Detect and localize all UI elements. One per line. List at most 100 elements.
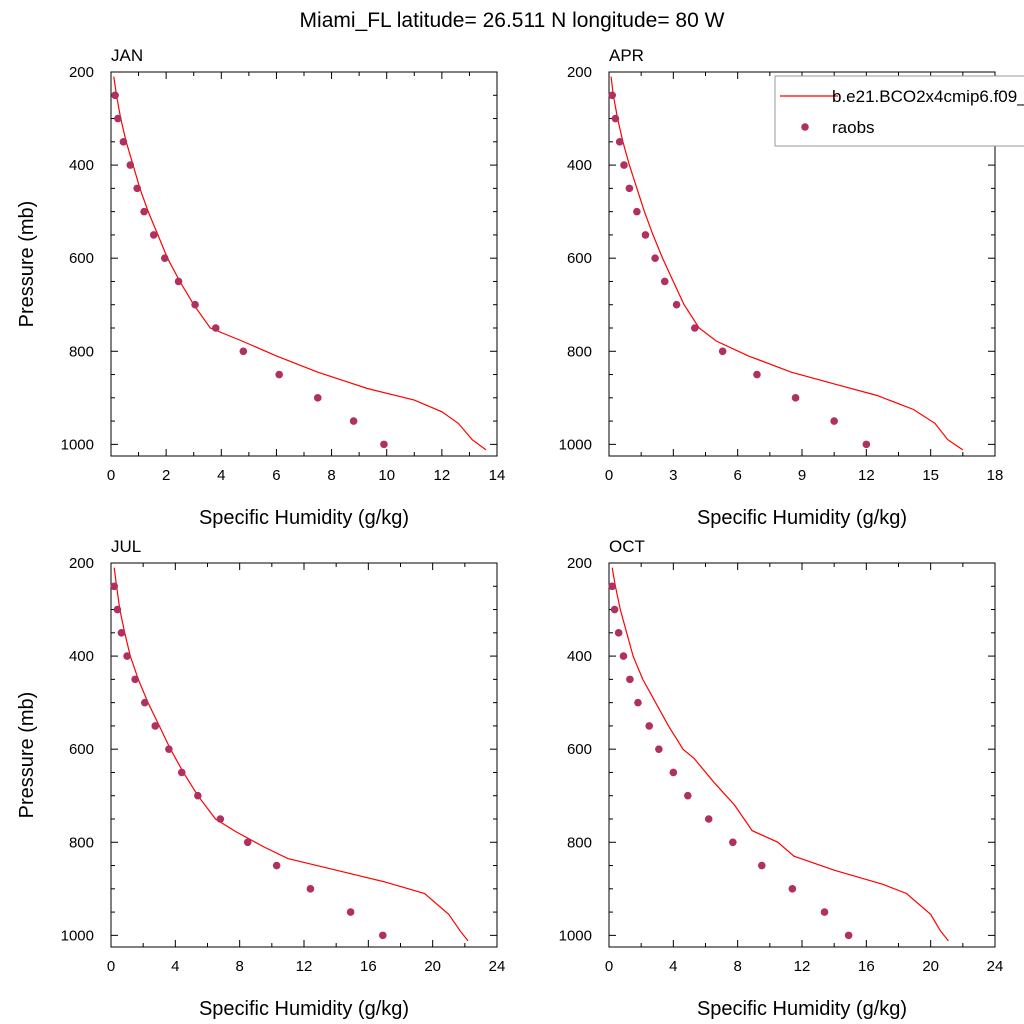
panel-jul: 0 4 8 12 16 20 24 200 400 600 800 1000 JUL Specific H… <box>16 537 505 1020</box>
raobs-point <box>788 885 797 893</box>
raobs-point <box>110 582 119 591</box>
raobs-point <box>140 207 148 216</box>
y-tick-label: 400 <box>567 157 592 174</box>
panel-label: JUL <box>111 537 141 556</box>
raobs-point <box>669 768 678 777</box>
raobs-point <box>194 791 202 800</box>
raobs-point <box>830 417 838 425</box>
raobs-point <box>651 254 659 262</box>
x-axis-label: Specific Humidity (g/kg) <box>697 998 907 1020</box>
raobs-point <box>704 815 713 823</box>
raobs-point <box>608 582 617 591</box>
x-tick-label: 16 <box>360 958 377 975</box>
raobs-point <box>160 254 169 262</box>
raobs-point <box>619 652 628 660</box>
x-tick-label: 4 <box>171 958 179 975</box>
x-tick-label: 8 <box>327 467 335 484</box>
x-tick-label: 0 <box>107 958 115 975</box>
x-tick-label: 12 <box>296 958 313 975</box>
y-tick-label: 600 <box>567 741 592 758</box>
raobs-point <box>313 394 322 402</box>
legend: b.e21.BCO2x4cmip6.f09_g17 raobs <box>774 75 1024 147</box>
raobs-point <box>239 347 248 356</box>
x-tick-label: 4 <box>669 958 677 975</box>
x-axis-label: Specific Humidity (g/kg) <box>697 507 907 529</box>
x-tick-label: 2 <box>162 467 170 484</box>
raobs-point <box>660 277 669 286</box>
x-tick-label: 16 <box>858 958 875 975</box>
x-tick-label: 6 <box>733 467 741 484</box>
raobs-point <box>684 791 692 800</box>
plot-frame <box>110 71 498 457</box>
raobs-point <box>346 908 355 916</box>
x-tick-label: 12 <box>858 467 875 484</box>
panel-label: APR <box>609 46 644 65</box>
y-tick-label: 400 <box>69 157 94 174</box>
panel-apr: 0 3 6 9 12 15 18 200 400 600 800 1000 APR Specific Hu… <box>559 46 1004 529</box>
legend-obs-marker-swatch <box>801 123 809 131</box>
raobs-point <box>757 861 766 870</box>
y-tick-label: 400 <box>69 648 94 665</box>
raobs-point <box>753 370 761 379</box>
raobs-point <box>272 861 281 870</box>
x-tick-label: 4 <box>217 467 225 484</box>
x-axis-label: Specific Humidity (g/kg) <box>199 507 409 529</box>
y-tick-label: 800 <box>567 343 592 360</box>
raobs-point <box>608 91 617 100</box>
y-tick-label: 1000 <box>559 436 592 453</box>
panel-jan: 0 2 4 6 8 10 12 14 200 400 600 800 1000 JAN Specific H… <box>16 46 505 529</box>
raobs-point <box>149 231 158 239</box>
x-tick-label: 0 <box>605 958 613 975</box>
raobs-point <box>177 768 186 777</box>
panel-oct: 0 4 8 12 16 20 24 200 400 600 800 1000 OCT Specific H… <box>559 537 1004 1020</box>
x-tick-label: 0 <box>605 467 613 484</box>
model-profile-line <box>610 76 964 451</box>
raobs-point <box>114 114 122 123</box>
raobs-point <box>216 815 225 823</box>
y-axis-label: Pressure (mb) <box>16 201 38 328</box>
y-tick-label: 1000 <box>61 436 94 453</box>
x-tick-label: 24 <box>489 958 506 975</box>
x-tick-label: 12 <box>794 958 811 975</box>
x-tick-label: 3 <box>669 467 677 484</box>
raobs-point <box>140 698 149 707</box>
raobs-point <box>626 675 634 684</box>
raobs-point <box>113 605 122 614</box>
raobs-point <box>131 675 139 684</box>
x-tick-label: 24 <box>987 958 1004 975</box>
figure-title: Miami_FL latitude= 26.511 N longitude= 8… <box>300 9 725 32</box>
raobs-point <box>133 184 141 193</box>
raobs-point <box>620 161 628 169</box>
raobs-point <box>791 394 800 402</box>
raobs-point <box>380 440 388 449</box>
y-tick-label: 200 <box>69 555 94 572</box>
y-tick-label: 400 <box>567 648 592 665</box>
x-tick-label: 9 <box>798 467 806 484</box>
raobs-point <box>615 138 624 146</box>
x-tick-label: 0 <box>107 467 115 484</box>
y-tick-label: 200 <box>69 64 94 81</box>
plot-frame <box>110 562 498 948</box>
legend-box <box>774 75 1024 147</box>
x-tick-label: 8 <box>733 958 741 975</box>
raobs-point <box>672 300 681 309</box>
plot-frame <box>608 562 996 948</box>
raobs-point <box>123 652 131 660</box>
x-tick-label: 6 <box>272 467 280 484</box>
raobs-point <box>641 231 650 239</box>
y-tick-label: 600 <box>567 250 592 267</box>
raobs-point <box>645 722 654 730</box>
x-tick-label: 10 <box>378 467 395 484</box>
y-tick-label: 800 <box>69 834 94 851</box>
panel-label: OCT <box>609 537 645 556</box>
raobs-point <box>379 931 387 940</box>
x-tick-label: 20 <box>922 958 939 975</box>
raobs-point <box>165 745 173 753</box>
y-tick-label: 600 <box>69 741 94 758</box>
raobs-point <box>625 184 634 193</box>
raobs-point <box>729 838 737 847</box>
raobs-point <box>614 629 623 637</box>
raobs-point <box>634 698 642 707</box>
raobs-point <box>862 440 871 449</box>
